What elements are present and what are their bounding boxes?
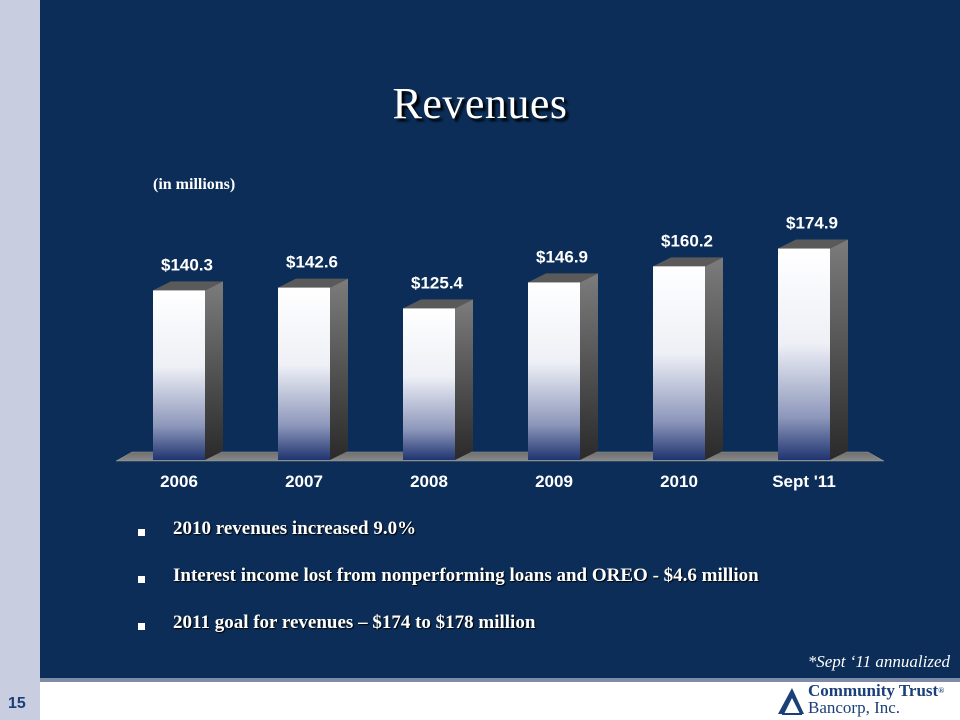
bar-value-label: $174.9 bbox=[786, 214, 838, 233]
logo-mark-icon bbox=[778, 688, 804, 715]
bullet-square-icon bbox=[138, 623, 145, 630]
logo-registered-mark: ® bbox=[938, 686, 945, 695]
bar bbox=[403, 299, 473, 460]
x-tick-label: 2007 bbox=[285, 472, 323, 491]
footnote: *Sept ‘11 annualized bbox=[807, 652, 950, 671]
chart-floor bbox=[115, 451, 885, 462]
company-logo: Community Trust® Bancorp, Inc. bbox=[776, 682, 956, 718]
units-note: (in millions) bbox=[153, 176, 236, 193]
bar-value-label: $146.9 bbox=[536, 247, 588, 266]
bullet-square-icon bbox=[138, 529, 145, 536]
slide-title: Revenues bbox=[392, 79, 568, 128]
bar-value-label: $125.4 bbox=[411, 273, 464, 292]
panel-shadow bbox=[40, 678, 960, 682]
page-number: 15 bbox=[8, 695, 26, 712]
bar-value-label: $140.3 bbox=[161, 255, 213, 274]
bar bbox=[278, 278, 348, 460]
bullet-square-icon bbox=[138, 576, 145, 583]
bullet-item: Interest income lost from nonperforming … bbox=[136, 563, 896, 610]
bar bbox=[528, 273, 598, 460]
logo-subname: Bancorp, Inc. bbox=[808, 698, 901, 717]
bar-value-label: $160.2 bbox=[661, 231, 713, 250]
bar bbox=[778, 239, 848, 460]
bar bbox=[153, 281, 223, 460]
bullet-text: 2011 goal for revenues – $174 to $178 mi… bbox=[173, 612, 536, 633]
left-accent-strip bbox=[0, 0, 40, 720]
bullet-text: 2010 revenues increased 9.0% bbox=[173, 518, 417, 539]
x-tick-label: 2009 bbox=[535, 472, 573, 491]
x-tick-label: 2010 bbox=[660, 472, 698, 491]
bar bbox=[653, 257, 723, 460]
logo-name: Community Trust bbox=[808, 681, 939, 700]
bullet-list: 2010 revenues increased 9.0% Interest in… bbox=[136, 516, 896, 657]
bar-value-label: $142.6 bbox=[286, 253, 338, 272]
x-tick-label: Sept '11 bbox=[772, 472, 836, 491]
bullet-item: 2010 revenues increased 9.0% bbox=[136, 516, 896, 563]
x-tick-label: 2008 bbox=[410, 472, 448, 491]
bullet-text: Interest income lost from nonperforming … bbox=[173, 565, 759, 586]
x-tick-label: 2006 bbox=[160, 472, 198, 491]
bullet-item: 2011 goal for revenues – $174 to $178 mi… bbox=[136, 610, 896, 657]
